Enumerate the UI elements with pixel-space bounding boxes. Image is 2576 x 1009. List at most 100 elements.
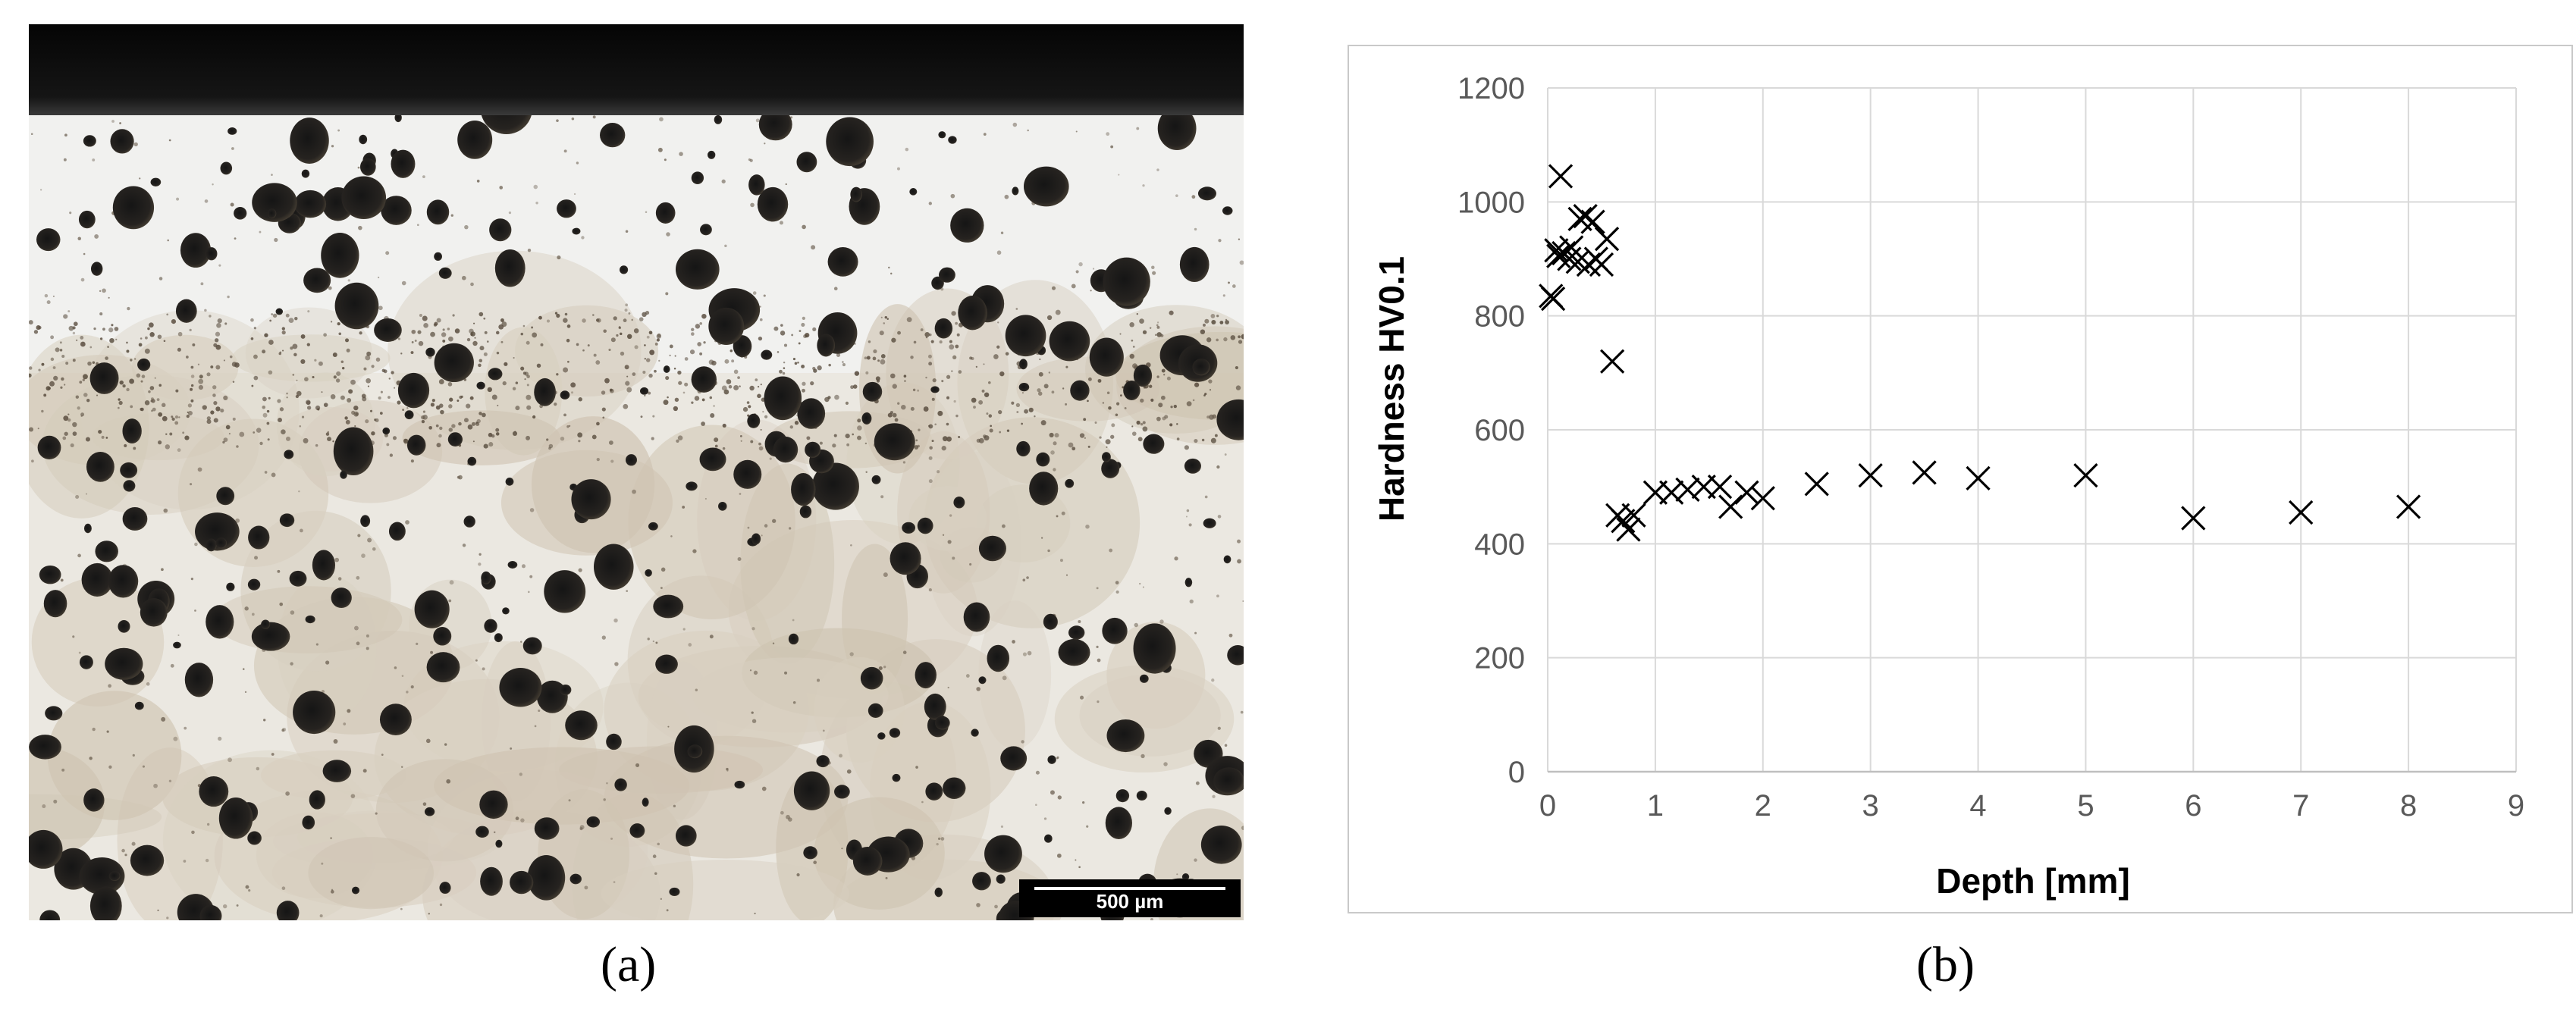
texture-speckle xyxy=(150,397,154,401)
texture-speckle xyxy=(475,659,478,662)
texture-speckle xyxy=(657,147,663,152)
graphite-nodule xyxy=(890,542,921,575)
texture-speckle xyxy=(577,432,583,438)
texture-speckle xyxy=(556,119,559,122)
graphite-nodule xyxy=(734,780,745,789)
texture-speckle xyxy=(1051,390,1055,394)
texture-speckle xyxy=(976,903,981,907)
texture-speckle xyxy=(1150,398,1154,402)
texture-speckle xyxy=(202,405,207,410)
data-point-stroke xyxy=(1576,252,1602,277)
texture-speckle xyxy=(603,329,607,334)
texture-speckle xyxy=(482,667,485,671)
texture-speckle xyxy=(763,294,766,297)
texture-speckle xyxy=(165,433,168,435)
graphite-nodule xyxy=(938,131,946,139)
texture-speckle xyxy=(1139,582,1141,585)
texture-speckle xyxy=(520,366,525,371)
graphite-nodule xyxy=(252,183,297,222)
graphite-nodule xyxy=(571,479,611,520)
texture-speckle xyxy=(897,402,900,405)
texture-stain xyxy=(978,600,1052,750)
texture-speckle xyxy=(724,244,727,248)
texture-speckle xyxy=(435,424,439,428)
texture-speckle xyxy=(253,431,256,434)
texture-speckle xyxy=(742,406,748,412)
texture-speckle xyxy=(478,363,482,368)
texture-speckle xyxy=(186,414,190,418)
texture-speckle xyxy=(965,674,970,678)
texture-speckle xyxy=(1075,270,1079,274)
graphite-nodule xyxy=(382,427,391,435)
texture-speckle xyxy=(832,443,836,448)
texture-speckle xyxy=(436,443,441,448)
texture-speckle xyxy=(222,440,225,444)
texture-speckle xyxy=(755,118,760,123)
texture-speckle xyxy=(782,371,786,375)
texture-speckle xyxy=(1170,406,1173,409)
y-tick-label: 0 xyxy=(1508,756,1525,789)
texture-speckle xyxy=(969,562,972,566)
texture-speckle xyxy=(223,359,225,362)
texture-stain xyxy=(29,354,191,466)
texture-speckle xyxy=(769,457,772,460)
texture-speckle xyxy=(487,387,492,393)
texture-speckle xyxy=(244,691,247,693)
texture-speckle xyxy=(350,379,356,385)
texture-speckle xyxy=(623,318,627,323)
texture-speckle xyxy=(1148,384,1153,388)
texture-speckle xyxy=(937,410,943,416)
texture-speckle xyxy=(628,312,631,315)
texture-speckle xyxy=(1235,365,1238,370)
texture-speckle xyxy=(857,418,861,423)
texture-speckle xyxy=(660,898,662,900)
texture-speckle xyxy=(340,395,345,400)
texture-speckle xyxy=(442,339,446,343)
texture-speckle xyxy=(279,602,284,606)
texture-speckle xyxy=(315,643,318,646)
texture-speckle xyxy=(337,577,342,581)
texture-speckle xyxy=(1106,132,1110,136)
texture-speckle xyxy=(910,356,914,359)
graphite-nodule xyxy=(184,663,214,697)
texture-stain xyxy=(80,310,300,510)
texture-speckle xyxy=(1210,314,1216,318)
texture-speckle xyxy=(1027,129,1029,132)
texture-speckle xyxy=(758,336,763,341)
texture-speckle xyxy=(836,353,841,357)
texture-speckle xyxy=(268,340,274,345)
graphite-nodule xyxy=(130,844,165,876)
texture-speckle xyxy=(353,411,359,417)
graphite-nodule xyxy=(803,846,818,860)
texture-speckle xyxy=(1037,391,1043,396)
texture-speckle xyxy=(378,306,383,311)
texture-speckle xyxy=(842,363,846,367)
texture-speckle xyxy=(1216,338,1219,342)
texture-speckle xyxy=(428,425,433,430)
texture-speckle xyxy=(578,440,581,443)
texture-speckle xyxy=(108,684,112,688)
texture-speckle xyxy=(158,277,163,280)
texture-speckle xyxy=(951,311,956,316)
graphite-nodule xyxy=(90,262,103,276)
data-point-stroke xyxy=(1707,475,1733,500)
texture-speckle xyxy=(149,332,155,337)
texture-speckle xyxy=(430,331,435,337)
texture-speckle xyxy=(215,365,221,370)
texture-speckle xyxy=(1194,858,1197,862)
texture-speckle xyxy=(942,534,945,536)
texture-speckle xyxy=(153,783,158,788)
texture-speckle xyxy=(934,423,937,426)
texture-speckle xyxy=(145,336,148,340)
texture-speckle xyxy=(1105,439,1111,445)
texture-speckle xyxy=(1075,859,1077,861)
texture-speckle xyxy=(1195,781,1200,785)
texture-speckle xyxy=(450,214,453,217)
texture-speckle xyxy=(1082,801,1085,804)
texture-speckle xyxy=(515,406,520,411)
texture-speckle xyxy=(660,587,663,590)
graphite-nodule xyxy=(1184,578,1193,588)
data-point xyxy=(1576,252,1602,277)
texture-speckle xyxy=(400,353,403,355)
texture-speckle xyxy=(129,378,134,384)
